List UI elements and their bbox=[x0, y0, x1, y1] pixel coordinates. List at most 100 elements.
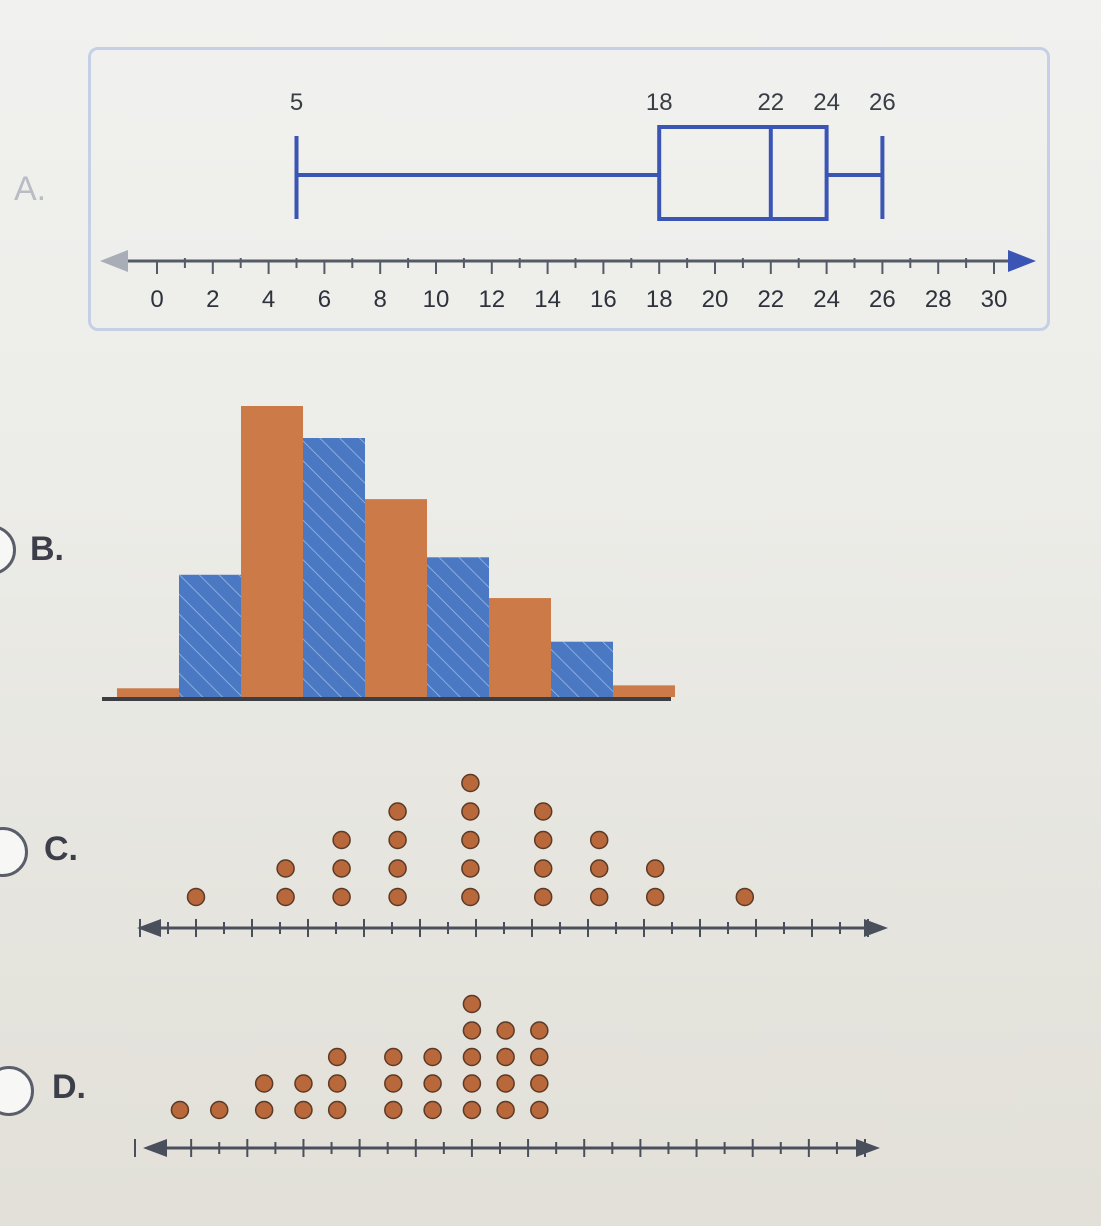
dot-plot-point bbox=[461, 830, 480, 850]
dot-plot-point bbox=[533, 859, 553, 878]
dot-plot-point bbox=[461, 859, 480, 878]
box-axis-tick-label: 18 bbox=[646, 286, 673, 313]
option-a-box-plot: 0 2 4 6 8 10 12 14 16 18 20 22 24 26 28 305 18 22 24 26 bbox=[100, 89, 1036, 313]
box-axis-tick-label: 10 bbox=[423, 286, 450, 313]
box-axis-tick-label: 28 bbox=[925, 286, 952, 313]
dot-plot-point bbox=[589, 830, 609, 850]
box-axis-tick-label: 2 bbox=[206, 286, 219, 313]
histogram-bar bbox=[241, 406, 303, 697]
dot-plot-point bbox=[209, 1100, 229, 1120]
dot-plot-point bbox=[462, 1074, 482, 1093]
dot-plot-point bbox=[735, 887, 755, 907]
dot-plot-point bbox=[327, 1047, 347, 1067]
dot-plot-point bbox=[645, 859, 665, 878]
box-axis-tick-label: 24 bbox=[813, 286, 840, 313]
box-axis-left-arrow bbox=[100, 250, 128, 272]
option-b-histogram bbox=[102, 406, 675, 701]
dot-plot-point bbox=[496, 1021, 515, 1040]
box-axis-right-arrow bbox=[1008, 250, 1036, 272]
box-axis-tick-label: 22 bbox=[757, 286, 784, 313]
dot-plot-point bbox=[254, 1074, 274, 1093]
dot-plot-point bbox=[496, 1100, 515, 1120]
box-value-label: 5 bbox=[290, 89, 303, 116]
option-c-label: C. bbox=[44, 830, 78, 868]
option-c-dot-plot bbox=[137, 773, 888, 937]
dot-plot-point bbox=[332, 859, 351, 878]
histogram-bar-hatch bbox=[551, 641, 613, 697]
histogram-bar bbox=[613, 685, 675, 697]
dot-plot-point bbox=[276, 887, 295, 907]
dot-plot-point bbox=[589, 859, 609, 878]
dot-plot-point bbox=[384, 1100, 403, 1120]
dot-plot-point bbox=[423, 1100, 442, 1120]
histogram-bar bbox=[365, 499, 427, 697]
dot-plot-point bbox=[186, 887, 206, 907]
dot-plot-point bbox=[294, 1100, 313, 1120]
dot-plot-point bbox=[388, 830, 407, 850]
dot-plot-point bbox=[645, 887, 665, 907]
dot-plot-point bbox=[384, 1047, 403, 1067]
dot-plot-point bbox=[461, 773, 480, 793]
dot-plot-point bbox=[462, 1021, 482, 1040]
dot-plot-point bbox=[423, 1047, 442, 1067]
box-axis-tick-label: 16 bbox=[590, 286, 617, 313]
dot-plot-point bbox=[461, 802, 480, 821]
dot-plot-point bbox=[462, 1047, 482, 1067]
option-d-label: D. bbox=[52, 1068, 86, 1106]
box-value-label: 26 bbox=[869, 89, 896, 116]
dot-plot-point bbox=[530, 1021, 549, 1040]
box-axis-tick-label: 4 bbox=[262, 286, 275, 313]
dot-plot-point bbox=[327, 1100, 347, 1120]
box-value-label: 24 bbox=[813, 89, 840, 116]
dot-axis-left-arrow bbox=[143, 1139, 167, 1157]
histogram-bar-hatch bbox=[303, 438, 365, 697]
dot-plot-point bbox=[170, 1100, 190, 1120]
dot-plot-point bbox=[388, 859, 407, 878]
box-axis-tick-label: 26 bbox=[869, 286, 896, 313]
dot-plot-point bbox=[384, 1074, 403, 1093]
box-axis-tick-label: 14 bbox=[534, 286, 561, 313]
box-value-label: 18 bbox=[646, 89, 673, 116]
dot-plot-point bbox=[530, 1047, 549, 1067]
dot-plot-point bbox=[294, 1074, 313, 1093]
option-b-label: B. bbox=[30, 530, 64, 568]
dot-plot-point bbox=[462, 1100, 482, 1120]
histogram-bar bbox=[489, 598, 551, 697]
option-a-panel[interactable] bbox=[88, 47, 1050, 331]
dot-plot-point bbox=[461, 887, 480, 907]
dot-plot-point bbox=[530, 1100, 549, 1120]
dot-plot-point bbox=[533, 887, 553, 907]
box-axis-tick-label: 6 bbox=[318, 286, 331, 313]
histogram-bar-hatch bbox=[427, 557, 489, 697]
box-axis-tick-label: 30 bbox=[981, 286, 1008, 313]
dot-plot-point bbox=[388, 887, 407, 907]
dot-plot-point bbox=[533, 830, 553, 850]
dot-plot-point bbox=[533, 802, 553, 821]
dot-plot-point bbox=[496, 1074, 515, 1093]
dot-plot-point bbox=[530, 1074, 549, 1093]
option-d-dot-plot bbox=[134, 994, 880, 1157]
dot-plot-point bbox=[327, 1074, 347, 1093]
dot-plot-point bbox=[496, 1047, 515, 1067]
dot-axis-right-arrow bbox=[856, 1139, 880, 1157]
dot-plot-point bbox=[332, 830, 351, 850]
dot-plot-point bbox=[423, 1074, 442, 1093]
dot-axis-right-arrow bbox=[864, 919, 888, 937]
box-axis-tick-label: 12 bbox=[478, 286, 505, 313]
dot-plot-point bbox=[332, 887, 351, 907]
dot-axis-left-arrow bbox=[137, 919, 161, 937]
box-axis-tick-label: 0 bbox=[150, 286, 163, 313]
dot-plot-point bbox=[462, 994, 482, 1014]
dot-plot-point bbox=[388, 802, 407, 821]
option-a-label: A. bbox=[14, 170, 47, 208]
histogram-bar bbox=[117, 688, 179, 697]
box-axis-tick-label: 8 bbox=[374, 286, 387, 313]
dot-plot-point bbox=[276, 859, 295, 878]
box-axis-tick-label: 20 bbox=[702, 286, 729, 313]
box-value-label: 22 bbox=[757, 89, 784, 116]
histogram-bar-hatch bbox=[179, 574, 241, 697]
dot-plot-point bbox=[254, 1100, 274, 1120]
dot-plot-point bbox=[589, 887, 609, 907]
box-iqr-rect bbox=[657, 125, 829, 221]
